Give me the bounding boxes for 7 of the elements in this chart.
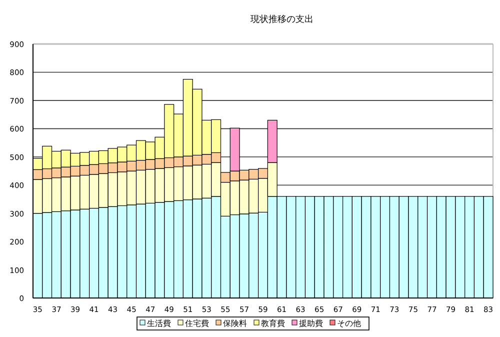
legend-label: 生活費: [147, 319, 171, 328]
title: 現状推移の支出: [250, 15, 314, 25]
legend-label: その他: [337, 319, 361, 328]
legend-label: 住宅費: [185, 319, 209, 328]
legend-label: 援助費: [299, 319, 323, 328]
legend-label: 保険料: [223, 319, 247, 328]
legend-label: 教育費: [261, 319, 285, 328]
